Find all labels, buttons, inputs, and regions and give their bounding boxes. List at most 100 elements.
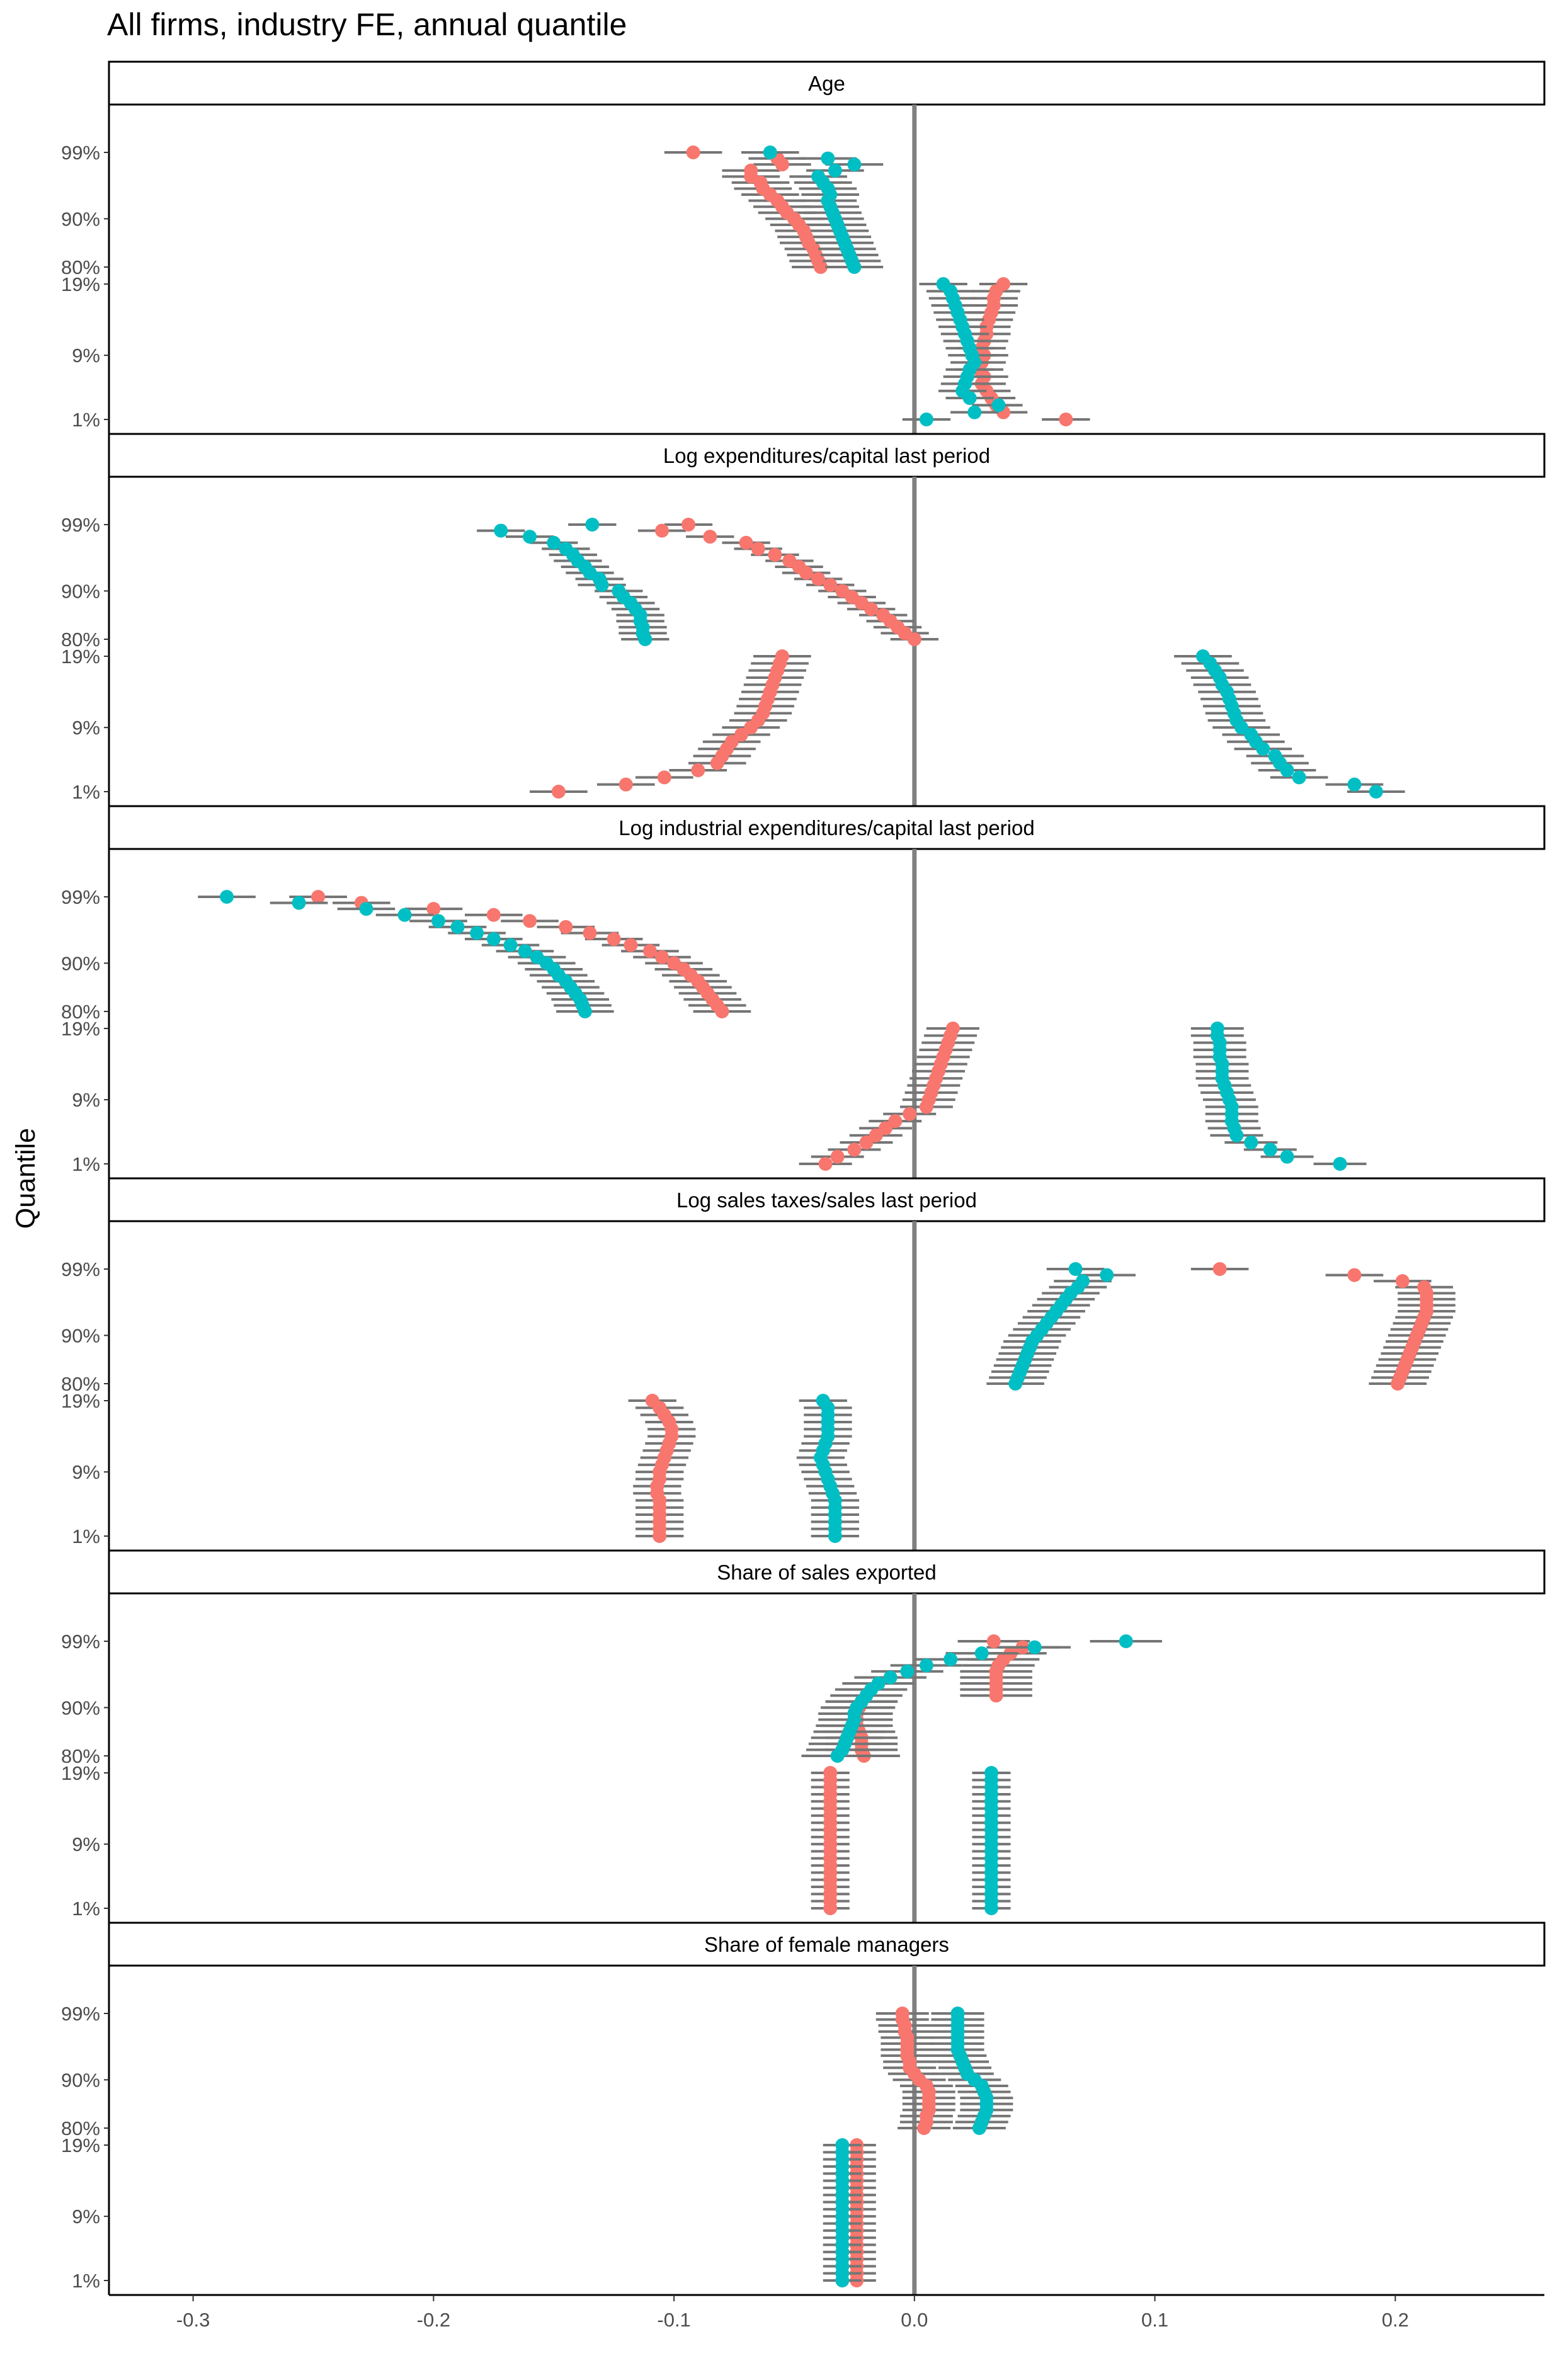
red-point xyxy=(1395,1274,1410,1289)
red-point xyxy=(1059,413,1073,426)
y-tick-label: 19% xyxy=(61,646,100,668)
red-point xyxy=(624,938,638,952)
y-tick-label: 1% xyxy=(72,1525,100,1547)
red-point xyxy=(775,157,789,172)
panel: Log expenditures/capital last period 99% 9… xyxy=(61,433,1546,806)
y-tick-label: 9% xyxy=(72,1461,100,1483)
y-tick-label: 80% xyxy=(61,1745,100,1767)
y-tick-label: 90% xyxy=(61,1697,100,1719)
teal-point xyxy=(919,1658,933,1673)
red-point xyxy=(426,902,441,916)
teal-point xyxy=(828,1529,842,1543)
red-point xyxy=(799,566,814,580)
red-point xyxy=(869,1128,883,1142)
teal-point xyxy=(1234,720,1249,735)
teal-point xyxy=(1263,1142,1277,1157)
teal-point xyxy=(1333,1157,1347,1171)
red-point xyxy=(551,785,566,799)
teal-point xyxy=(883,1670,898,1685)
teal-point xyxy=(847,157,862,172)
x-tick-label: 0.1 xyxy=(1141,2309,1168,2331)
red-point xyxy=(830,1149,845,1164)
red-point xyxy=(739,535,753,550)
teal-point xyxy=(518,944,532,959)
teal-point xyxy=(1244,1136,1258,1150)
panel-strip-label: Log sales taxes/sales last period xyxy=(676,1188,977,1212)
y-tick-label: 80% xyxy=(61,256,100,278)
y-tick-label: 90% xyxy=(61,952,100,974)
red-point xyxy=(986,1634,1001,1648)
teal-point xyxy=(1068,1262,1083,1276)
teal-point xyxy=(220,890,234,904)
panel: Log sales taxes/sales last period 99% 90% 8… xyxy=(61,1177,1546,1551)
y-tick-label: 19% xyxy=(61,1762,100,1784)
y-tick-label: 99% xyxy=(61,514,100,536)
x-tick-label: -0.3 xyxy=(176,2309,210,2331)
teal-point xyxy=(919,413,933,426)
teal-point xyxy=(962,391,977,406)
red-point xyxy=(691,763,705,778)
y-tick-label: 19% xyxy=(61,273,100,295)
red-point xyxy=(888,1114,903,1129)
y-tick-label: 80% xyxy=(61,2117,100,2139)
red-point xyxy=(1347,1268,1362,1282)
teal-point xyxy=(967,405,982,419)
teal-point xyxy=(494,523,508,538)
red-point xyxy=(744,720,758,735)
red-point xyxy=(859,1136,874,1150)
teal-point xyxy=(578,1005,592,1018)
teal-point xyxy=(900,1664,915,1678)
red-point xyxy=(607,932,621,947)
panel-strip xyxy=(108,433,1546,478)
teal-point xyxy=(1369,785,1383,799)
red-point xyxy=(813,260,828,274)
teal-point xyxy=(1229,1128,1244,1142)
teal-point xyxy=(450,920,465,934)
red-point xyxy=(642,944,657,959)
teal-point xyxy=(470,926,484,940)
teal-point xyxy=(828,163,842,178)
y-tick-label: 9% xyxy=(72,344,100,367)
red-point xyxy=(619,777,633,792)
y-tick-label: 99% xyxy=(61,142,100,164)
panel: Log industrial expenditures/capital last… xyxy=(61,805,1546,1178)
y-axis-title: Quantile xyxy=(11,1128,41,1229)
teal-point xyxy=(503,938,518,952)
panel-strip-label: Share of sales exported xyxy=(717,1561,937,1584)
teal-point xyxy=(991,398,1006,413)
y-tick-label: 80% xyxy=(61,1373,100,1395)
teal-point xyxy=(486,932,501,947)
panel: Age 99% 90% 80%19% 9% 1% xyxy=(61,60,1546,434)
y-tick-label: 80% xyxy=(61,629,100,651)
teal-point xyxy=(830,1749,845,1763)
red-point xyxy=(1212,1262,1227,1276)
panel-strip xyxy=(108,1549,1546,1595)
x-tick-label: 0.2 xyxy=(1382,2309,1409,2331)
red-point xyxy=(710,756,724,770)
red-point xyxy=(823,1901,838,1915)
panel: Share of sales exported 99% 90% 80%19% 9% 1% xyxy=(61,1549,1546,1923)
teal-point xyxy=(972,2121,986,2135)
teal-point xyxy=(585,518,600,532)
y-tick-label: 9% xyxy=(72,1833,100,1855)
teal-point xyxy=(974,1646,989,1661)
teal-point xyxy=(638,632,653,646)
teal-point xyxy=(1280,763,1294,778)
teal-point xyxy=(763,145,777,159)
y-tick-label: 1% xyxy=(72,409,100,431)
y-tick-label: 99% xyxy=(61,886,100,908)
teal-point xyxy=(1347,777,1362,792)
red-point xyxy=(653,1529,667,1543)
red-point xyxy=(823,578,838,592)
red-point xyxy=(655,523,670,538)
red-point xyxy=(879,1121,893,1136)
red-point xyxy=(903,1107,917,1121)
teal-point xyxy=(1027,1640,1042,1654)
y-tick-label: 19% xyxy=(61,2134,100,2156)
y-tick-label: 19% xyxy=(61,1018,100,1040)
y-tick-label: 1% xyxy=(72,1153,100,1175)
y-tick-label: 90% xyxy=(61,580,100,602)
teal-point xyxy=(1100,1268,1114,1282)
teal-point xyxy=(1256,742,1270,756)
